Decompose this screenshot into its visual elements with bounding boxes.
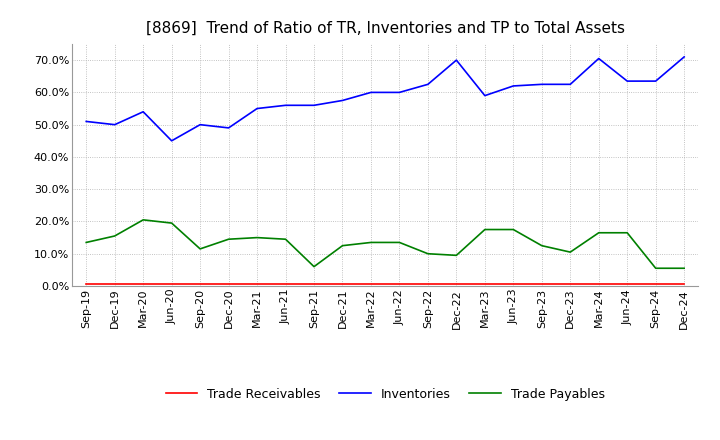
Inventories (595, 56, 603, 61)
Inventories (82, 119, 91, 124)
Inventories (395, 90, 404, 95)
Line: Inventories: Inventories (86, 57, 684, 141)
Trade Receivables (395, 282, 404, 287)
Trade Receivables (480, 282, 489, 287)
Trade Receivables (253, 282, 261, 287)
Inventories (310, 103, 318, 108)
Inventories (452, 58, 461, 63)
Trade Payables (282, 237, 290, 242)
Inventories (623, 78, 631, 84)
Trade Payables (395, 240, 404, 245)
Trade Payables (253, 235, 261, 240)
Inventories (167, 138, 176, 143)
Inventories (680, 54, 688, 59)
Trade Payables (366, 240, 375, 245)
Trade Receivables (82, 282, 91, 287)
Inventories (225, 125, 233, 131)
Inventories (282, 103, 290, 108)
Legend: Trade Receivables, Inventories, Trade Payables: Trade Receivables, Inventories, Trade Pa… (161, 383, 610, 406)
Trade Receivables (196, 282, 204, 287)
Title: [8869]  Trend of Ratio of TR, Inventories and TP to Total Assets: [8869] Trend of Ratio of TR, Inventories… (145, 21, 625, 36)
Trade Receivables (423, 282, 432, 287)
Trade Receivables (623, 282, 631, 287)
Inventories (652, 78, 660, 84)
Inventories (196, 122, 204, 127)
Trade Payables (167, 220, 176, 226)
Trade Receivables (310, 282, 318, 287)
Trade Receivables (595, 282, 603, 287)
Trade Receivables (225, 282, 233, 287)
Trade Receivables (452, 282, 461, 287)
Trade Payables (110, 233, 119, 238)
Trade Receivables (110, 282, 119, 287)
Trade Payables (423, 251, 432, 257)
Inventories (366, 90, 375, 95)
Inventories (338, 98, 347, 103)
Trade Receivables (167, 282, 176, 287)
Trade Receivables (366, 282, 375, 287)
Trade Payables (310, 264, 318, 269)
Inventories (509, 83, 518, 88)
Trade Payables (338, 243, 347, 248)
Trade Payables (452, 253, 461, 258)
Inventories (253, 106, 261, 111)
Inventories (537, 82, 546, 87)
Trade Payables (139, 217, 148, 223)
Trade Payables (537, 243, 546, 248)
Inventories (423, 82, 432, 87)
Trade Receivables (139, 282, 148, 287)
Line: Trade Payables: Trade Payables (86, 220, 684, 268)
Trade Receivables (338, 282, 347, 287)
Trade Payables (566, 249, 575, 255)
Inventories (110, 122, 119, 127)
Trade Receivables (509, 282, 518, 287)
Trade Payables (680, 266, 688, 271)
Trade Payables (225, 237, 233, 242)
Trade Payables (652, 266, 660, 271)
Trade Receivables (652, 282, 660, 287)
Trade Payables (480, 227, 489, 232)
Inventories (139, 109, 148, 114)
Trade Receivables (537, 282, 546, 287)
Inventories (566, 82, 575, 87)
Trade Receivables (282, 282, 290, 287)
Trade Payables (509, 227, 518, 232)
Inventories (480, 93, 489, 98)
Trade Payables (595, 230, 603, 235)
Trade Receivables (680, 282, 688, 287)
Trade Payables (196, 246, 204, 252)
Trade Payables (82, 240, 91, 245)
Trade Receivables (566, 282, 575, 287)
Trade Payables (623, 230, 631, 235)
